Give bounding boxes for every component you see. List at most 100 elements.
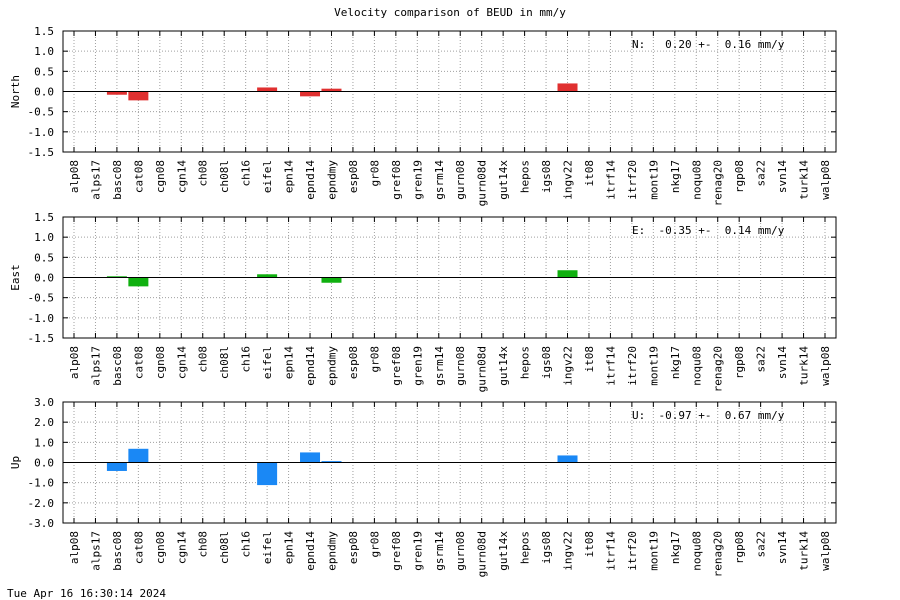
x-tick-label: epnd14 xyxy=(304,160,317,200)
y-tick-label: 1.0 xyxy=(34,45,54,58)
bar-basc08 xyxy=(106,276,127,278)
y-tick-label: -0.5 xyxy=(28,292,55,305)
x-tick-label: it08 xyxy=(583,531,596,558)
x-tick-label: epndmy xyxy=(325,531,338,571)
y-tick-label: 1.0 xyxy=(34,231,54,244)
y-axis-label: North xyxy=(9,75,22,108)
y-tick-label: 0.0 xyxy=(34,272,54,285)
x-tick-label: ingv22 xyxy=(562,346,575,386)
x-tick-label: hepos xyxy=(519,346,532,379)
y-tick-label: 0.0 xyxy=(34,457,54,470)
x-tick-label: itrf14 xyxy=(604,346,617,386)
x-tick-label: rgp08 xyxy=(733,346,746,379)
x-tick-label: esp08 xyxy=(347,346,360,379)
y-tick-label: -1.0 xyxy=(28,126,55,139)
x-tick-label: ingv22 xyxy=(562,531,575,571)
y-axis-label: East xyxy=(9,264,22,291)
x-tick-label: itrf14 xyxy=(604,160,617,200)
x-tick-label: basc08 xyxy=(111,531,124,571)
y-tick-label: -1.5 xyxy=(28,332,55,345)
x-tick-label: mont19 xyxy=(647,160,660,200)
bar-basc08 xyxy=(106,91,127,95)
x-tick-label: gref08 xyxy=(390,160,403,200)
x-tick-label: noqu08 xyxy=(690,346,703,386)
x-tick-label: renag20 xyxy=(712,160,725,206)
x-tick-label: gr08 xyxy=(368,531,381,558)
x-tick-label: gurn08d xyxy=(476,531,489,577)
x-tick-label: gref08 xyxy=(390,346,403,386)
x-tick-label: cat08 xyxy=(132,346,145,379)
panel-north: 1.5 1.0 0.5 0.0 -0.5 -1.0 -1.5 alp08 alps17 basc0… xyxy=(9,25,837,206)
bar-ingv22 xyxy=(557,270,578,278)
chart-title: Velocity comparison of BEUD in mm/y xyxy=(334,6,566,19)
bar-ingv22 xyxy=(557,455,578,463)
x-tick-label: alps17 xyxy=(89,531,102,571)
velocity-annotation: E: -0.35 +- 0.14 mm/y xyxy=(632,224,785,237)
bar-eifel xyxy=(257,462,278,486)
bar-epnd14 xyxy=(300,91,321,97)
x-tick-label: cat08 xyxy=(132,531,145,564)
bar-epndmy xyxy=(321,277,342,283)
x-tick-label: ch08l xyxy=(218,346,231,379)
y-tick-label: 0.5 xyxy=(34,65,54,78)
y-tick-label: 1.0 xyxy=(34,436,54,449)
bar-eifel xyxy=(257,87,278,92)
x-tick-label: igs08 xyxy=(540,160,553,193)
y-tick-label: -1.0 xyxy=(28,477,55,490)
panel-east: 1.5 1.0 0.5 0.0 -0.5 -1.0 -1.5 alp08 alps17 basc0… xyxy=(9,211,837,392)
x-tick-label: eifel xyxy=(261,160,274,193)
x-tick-label: ch16 xyxy=(240,531,253,558)
x-tick-label: cgn08 xyxy=(154,531,167,564)
x-tick-label: gr08 xyxy=(368,346,381,373)
x-tick-label: gurn08d xyxy=(476,160,489,206)
x-tick-label: nkg17 xyxy=(669,531,682,564)
x-tick-label: epnd14 xyxy=(304,531,317,571)
x-tick-label: noqu08 xyxy=(690,160,703,200)
bar-ingv22 xyxy=(557,83,578,92)
x-tick-label: epnd14 xyxy=(304,346,317,386)
y-tick-label: 1.5 xyxy=(34,25,54,38)
x-tick-label: sa22 xyxy=(755,160,768,187)
x-tick-label: alp08 xyxy=(68,531,81,564)
x-tick-label: it08 xyxy=(583,160,596,187)
x-tick-label: ch08l xyxy=(218,531,231,564)
x-tick-label: turk14 xyxy=(798,531,811,571)
x-tick-label: cgn08 xyxy=(154,346,167,379)
x-tick-label: basc08 xyxy=(111,160,124,200)
plot-frame xyxy=(62,401,837,524)
x-tick-label: turk14 xyxy=(798,346,811,386)
x-tick-label: ch08 xyxy=(197,531,210,558)
y-tick-label: -1.5 xyxy=(28,146,55,159)
x-tick-label: gren19 xyxy=(411,346,424,386)
x-tick-label: noqu08 xyxy=(690,531,703,571)
x-tick-label: alps17 xyxy=(89,160,102,200)
x-tick-label: cgn14 xyxy=(175,160,188,193)
x-tick-label: walp08 xyxy=(819,160,832,200)
x-tick-label: svn14 xyxy=(776,531,789,564)
x-tick-label: gren19 xyxy=(411,160,424,200)
bar-epnd14 xyxy=(300,452,321,463)
x-tick-label: ingv22 xyxy=(562,160,575,200)
panel-up: 3.0 2.0 1.0 0.0 -1.0 -2.0 -3.0 alp08 alps17 basc0… xyxy=(9,396,837,577)
y-tick-label: 0.5 xyxy=(34,251,54,264)
x-tick-label: turk14 xyxy=(798,160,811,200)
x-tick-label: epndmy xyxy=(325,160,338,200)
x-tick-label: ch08l xyxy=(218,160,231,193)
x-tick-label: gsrm14 xyxy=(433,346,446,386)
x-tick-label: esp08 xyxy=(347,531,360,564)
x-tick-label: esp08 xyxy=(347,160,360,193)
x-tick-label: hepos xyxy=(519,531,532,564)
x-tick-label: gren19 xyxy=(411,531,424,571)
x-tick-label: renag20 xyxy=(712,531,725,577)
x-tick-label: cat08 xyxy=(132,160,145,193)
x-tick-label: gurn08 xyxy=(454,160,467,200)
bar-basc08 xyxy=(106,462,127,471)
x-tick-label: alp08 xyxy=(68,160,81,193)
bar-eifel xyxy=(257,274,278,278)
y-tick-label: -2.0 xyxy=(28,497,55,510)
x-tick-label: gurn08 xyxy=(454,531,467,571)
x-tick-label: igs08 xyxy=(540,531,553,564)
x-tick-label: walp08 xyxy=(819,346,832,386)
bar-cat08 xyxy=(128,91,149,101)
